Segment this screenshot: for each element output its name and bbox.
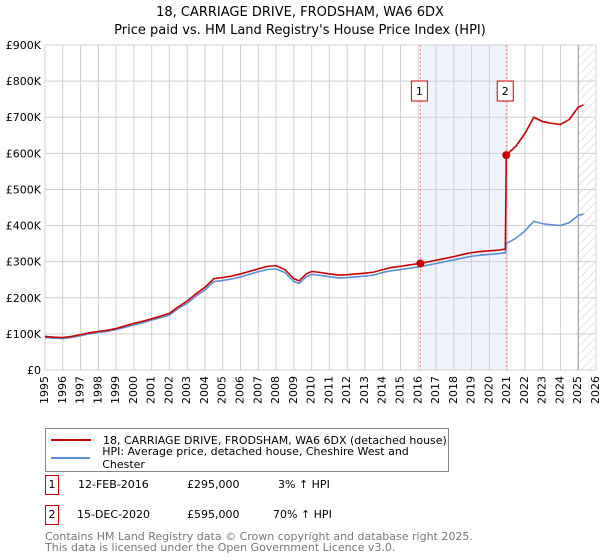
x-tick-label: 2003 xyxy=(180,376,193,404)
x-tick-label: 2012 xyxy=(340,376,353,404)
property-line xyxy=(44,104,584,339)
legend: 18, CARRIAGE DRIVE, FRODSHAM, WA6 6DX (d… xyxy=(45,428,449,472)
x-tick-label: 2018 xyxy=(447,376,460,404)
x-tick-label: 2013 xyxy=(358,376,371,404)
sale-label: 1 xyxy=(416,85,423,98)
sale-label: 2 xyxy=(502,85,509,98)
x-tick-label: 2016 xyxy=(411,376,424,404)
title-line-1: 18, CARRIAGE DRIVE, FRODSHAM, WA6 6DX xyxy=(156,5,444,20)
y-tick-label: £0 xyxy=(27,364,41,377)
x-tick-label: 2005 xyxy=(216,376,229,404)
x-tick-label: 2014 xyxy=(376,376,389,404)
sale-hpi: 70% ↑ HPI xyxy=(273,508,332,521)
sale-row: 1 12-FEB-2016 £295,000 3% ↑ HPI xyxy=(45,475,445,495)
x-tick-label: 2004 xyxy=(198,376,211,404)
price-chart: 1995 1996 1997 1998 1999 2000 2001 2002 2003 2004… xyxy=(6,39,600,404)
x-tick-label: 1995 xyxy=(38,376,51,404)
x-tick-label: 2019 xyxy=(465,376,478,404)
x-tick-label: 2000 xyxy=(127,376,140,404)
legend-label: HPI: Average price, detached house, Ches… xyxy=(102,445,409,471)
x-tick-label: 2023 xyxy=(536,376,549,404)
footer-line: Contains HM Land Registry data © Crown c… xyxy=(45,530,473,543)
y-tick-label: £600K xyxy=(6,147,42,160)
y-tick-label: £300K xyxy=(6,256,42,269)
sale-date: 15-DEC-2020 xyxy=(77,508,151,521)
x-tick-label: 2007 xyxy=(251,376,264,404)
x-tick-label: 2017 xyxy=(429,376,442,404)
x-tick-label: 2021 xyxy=(500,376,513,404)
hpi-line xyxy=(44,213,584,340)
y-tick-label: £900K xyxy=(6,39,42,52)
x-tick-label: 2002 xyxy=(162,376,175,404)
sale-marker-box: 2 xyxy=(45,505,59,525)
footer-line: This data is licensed under the Open Gov… xyxy=(45,541,396,554)
x-tick-label: 1998 xyxy=(91,376,104,404)
sale-point xyxy=(502,151,511,160)
x-tick-label: 2006 xyxy=(234,376,247,404)
y-tick-label: £200K xyxy=(6,292,42,305)
x-tick-label: 2015 xyxy=(393,376,406,404)
legend-item-hpi: HPI: Average price, detached house, Ches… xyxy=(46,445,448,471)
y-tick-label: £500K xyxy=(6,183,42,196)
x-tick-label: 2022 xyxy=(518,376,531,404)
y-tick-label: £800K xyxy=(6,75,42,88)
y-tick-label: £400K xyxy=(6,220,42,233)
x-tick-label: 2010 xyxy=(305,376,318,404)
shaded-period xyxy=(420,45,507,370)
x-tick-label: 2011 xyxy=(322,376,335,404)
chart-title: 18, CARRIAGE DRIVE, FRODSHAM, WA6 6DX Pr… xyxy=(0,4,600,40)
title-line-2: Price paid vs. HM Land Registry's House … xyxy=(114,23,486,38)
sale-price: £595,000 xyxy=(187,508,240,521)
legend-label: 18, CARRIAGE DRIVE, FRODSHAM, WA6 6DX (d… xyxy=(103,433,447,447)
forecast-hatch xyxy=(578,45,596,370)
footer: Contains HM Land Registry data © Crown c… xyxy=(45,531,473,553)
x-tick-label: 2025 xyxy=(571,376,584,404)
sale-price: £295,000 xyxy=(187,478,240,491)
x-tick-label: 1999 xyxy=(109,376,122,404)
sale-label-box xyxy=(410,80,428,102)
x-tick-label: 2009 xyxy=(287,376,300,404)
legend-swatch-red xyxy=(51,439,91,441)
sale-hpi: 3% ↑ HPI xyxy=(278,478,330,491)
legend-item-property: 18, CARRIAGE DRIVE, FRODSHAM, WA6 6DX (d… xyxy=(46,431,447,449)
x-tick-label: 2001 xyxy=(145,376,158,404)
x-tick-label: 1996 xyxy=(56,376,69,404)
sale-date: 12-FEB-2016 xyxy=(78,478,149,491)
x-tick-label: 2026 xyxy=(589,376,600,404)
x-tick-label: 2024 xyxy=(553,376,566,404)
sale-row: 2 15-DEC-2020 £595,000 70% ↑ HPI xyxy=(45,505,445,525)
sale-marker-box: 1 xyxy=(45,475,59,495)
x-tick-label: 2020 xyxy=(482,376,495,404)
sale-label-box xyxy=(496,80,514,102)
x-tick-label: 2008 xyxy=(269,376,282,404)
x-tick-label: 1997 xyxy=(74,376,87,404)
sale-point xyxy=(416,259,425,268)
y-tick-label: £100K xyxy=(6,328,42,341)
legend-swatch-blue xyxy=(51,457,91,459)
y-tick-label: £700K xyxy=(6,111,42,124)
